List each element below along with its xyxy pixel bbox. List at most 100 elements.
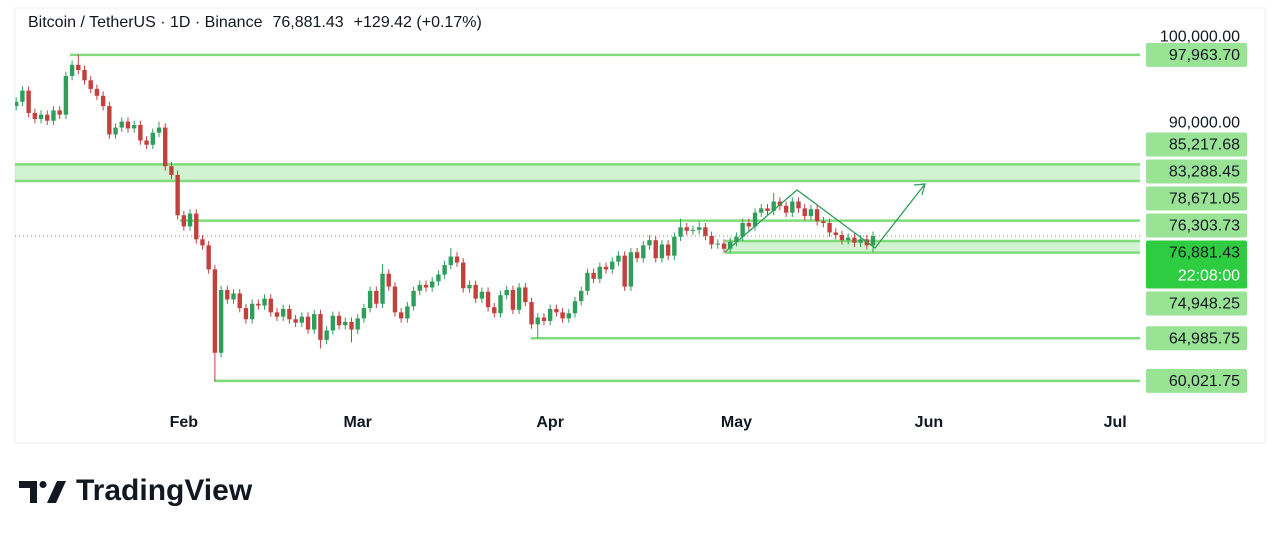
candle-body [113, 127, 118, 135]
candle-body [845, 237, 851, 241]
candle-body [417, 284, 422, 291]
candle-body [63, 76, 69, 115]
chart-panel [14, 7, 1266, 444]
candle-body [510, 290, 516, 310]
candle-body [541, 317, 547, 321]
candle-body [454, 256, 460, 263]
candle-body [771, 201, 776, 211]
candle-body [498, 295, 503, 314]
candle-body [76, 64, 81, 71]
logo-shape [19, 481, 37, 503]
candle-body [448, 256, 454, 266]
candle-body [163, 127, 168, 167]
candle-body [100, 95, 106, 107]
level-label-box [1146, 291, 1247, 316]
level-label-box [1146, 326, 1247, 351]
level-label: 85,217.68 [1169, 137, 1240, 154]
candle-body [392, 286, 398, 313]
candle-body [200, 239, 205, 246]
candle-body [690, 229, 696, 231]
candle-body [32, 112, 38, 119]
candle-body [305, 316, 311, 330]
candle-body [728, 241, 733, 249]
logo-shape [47, 481, 66, 503]
candle-body [560, 312, 565, 319]
candle-body [299, 316, 305, 323]
candle-body [833, 232, 838, 236]
candle-body [131, 125, 137, 129]
projection-path [724, 183, 926, 253]
level-label: 97,963.70 [1169, 47, 1240, 64]
candle-body [634, 252, 640, 259]
x-tick-label: May [721, 414, 752, 431]
candle-body [194, 213, 199, 240]
candle-body [715, 243, 721, 245]
candle-body [82, 70, 87, 81]
candle-body [249, 303, 255, 320]
candle-body [287, 308, 292, 320]
last-price-label: 76,881.43 [1169, 245, 1240, 262]
candle-body [20, 90, 25, 102]
candle-body [641, 245, 646, 259]
candle-body [442, 265, 447, 275]
candle-layer [15, 54, 876, 382]
candle-body [653, 240, 658, 259]
candle-body [318, 314, 323, 340]
candle-body [88, 80, 93, 89]
candle-body [579, 290, 584, 302]
candle-body [734, 236, 739, 242]
candle-body [243, 308, 249, 320]
level-label-box [1146, 213, 1247, 238]
candle-body [721, 243, 727, 249]
candle-body [374, 290, 379, 304]
candle-body [603, 266, 609, 270]
candle-body [274, 312, 280, 317]
candle-body [752, 212, 758, 227]
candle-body [218, 290, 224, 353]
candle-body [703, 227, 708, 236]
candle-body [429, 281, 435, 288]
candle-body [597, 266, 603, 279]
candle-body [94, 88, 100, 96]
candle-body [231, 293, 236, 300]
candle-body [746, 222, 752, 227]
last-price-box [1146, 240, 1247, 289]
candle-body [516, 287, 522, 310]
candle-body [26, 90, 31, 113]
candle-body [405, 306, 410, 319]
candle-body [523, 287, 528, 303]
candle-body [467, 284, 472, 289]
candle-body [125, 121, 131, 129]
header-change: +129.42 (+0.17%) [354, 14, 482, 31]
candle-body [572, 301, 578, 314]
candle-body [280, 308, 286, 317]
candle-body [616, 255, 621, 262]
candle-body [169, 166, 174, 175]
candle-body [547, 308, 553, 321]
y-tick-label: 90,000.00 [1169, 115, 1240, 132]
candle-body [293, 319, 298, 323]
candle-body [585, 272, 590, 291]
symbol: Bitcoin / TetherUS · 1D · Binance [28, 14, 263, 31]
x-tick-label: Jun [915, 414, 943, 431]
candle-body [262, 298, 267, 306]
level-layer [15, 53, 1140, 383]
candle-body [57, 110, 62, 115]
candle-body [821, 221, 826, 223]
level-label: 76,303.73 [1169, 218, 1240, 235]
candle-body [709, 235, 714, 245]
candle-body [554, 308, 559, 313]
arrow-head [913, 183, 926, 196]
candle-body [349, 321, 354, 330]
candle-body [696, 227, 702, 230]
candle-body [852, 237, 857, 243]
candle-body [312, 314, 317, 330]
candle-body [144, 140, 149, 145]
brand-logo [19, 481, 66, 503]
level-label-box [1146, 132, 1247, 157]
axis-layer: 100,000.00 90,000.00 Feb Mar Apr May Jun Jul 97,… [170, 29, 1247, 431]
y-tick-label: 100,000.00 [1160, 29, 1240, 46]
candle-body [473, 284, 478, 299]
candle-body [156, 127, 162, 133]
